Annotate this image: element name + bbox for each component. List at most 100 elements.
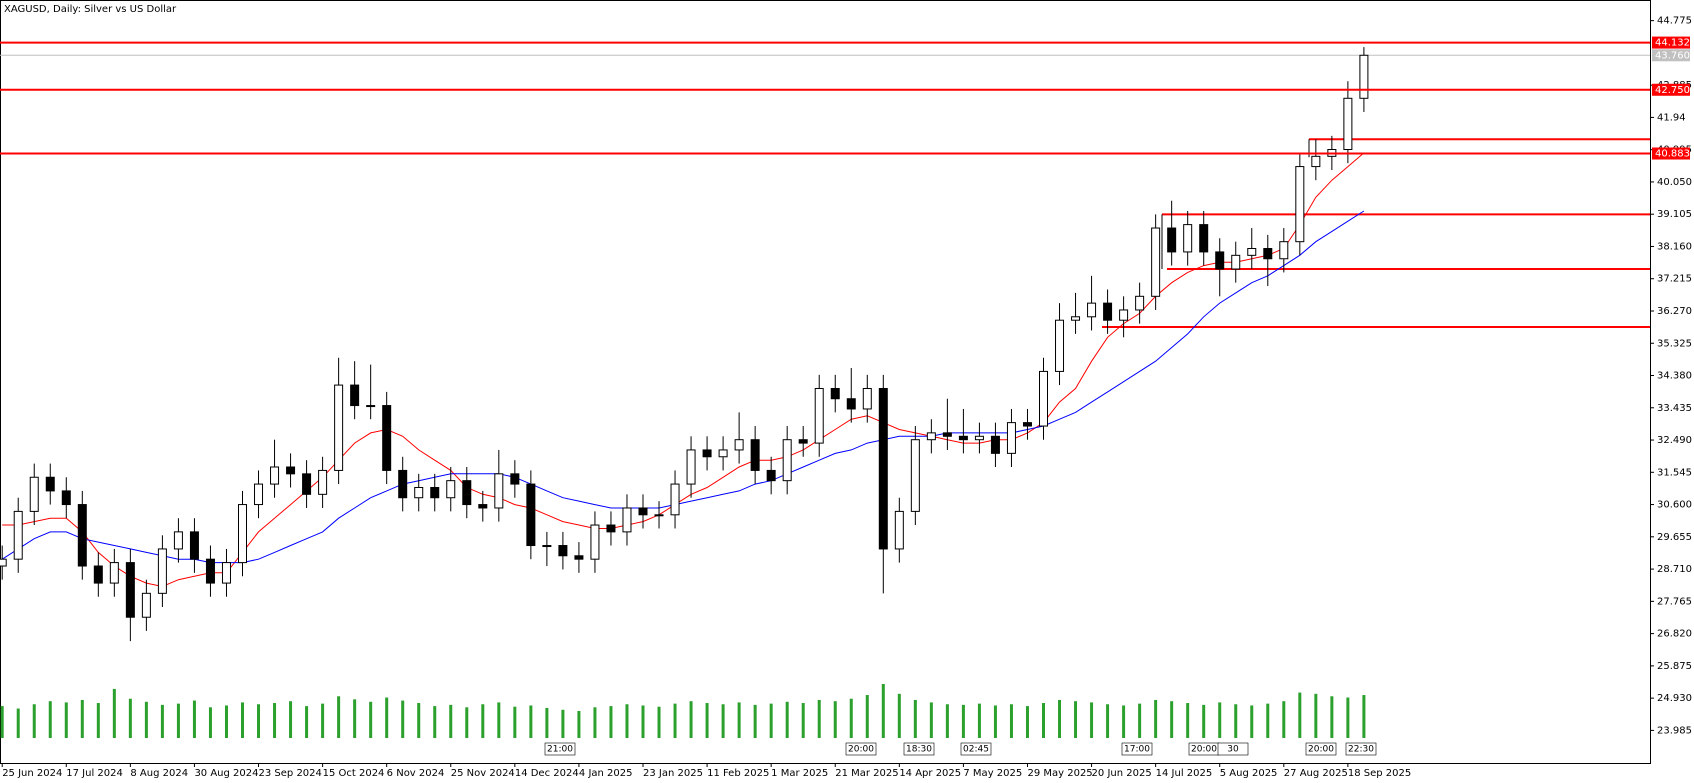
candle-body <box>350 384 360 407</box>
volume-bar <box>1170 701 1174 738</box>
candle-body <box>1231 254 1241 270</box>
candle-body <box>542 545 552 548</box>
candle-body <box>846 398 856 410</box>
volume-bar <box>897 693 901 738</box>
volume-bar <box>753 704 757 738</box>
time-marker-label: 17:00 <box>1124 745 1150 755</box>
y-tick-label: 39.105 <box>1657 209 1692 220</box>
volume-bar <box>208 707 212 738</box>
candle-body <box>286 466 296 475</box>
volume-bar <box>64 702 68 738</box>
volume-bar <box>529 705 533 738</box>
x-tick-label: 18 Sep 2025 <box>1348 768 1411 779</box>
candle-body <box>1279 241 1289 260</box>
y-tick-label: 37.215 <box>1657 274 1692 285</box>
candle-body <box>318 469 328 495</box>
y-tick-label: 30.600 <box>1657 500 1692 511</box>
volume-bar <box>1250 705 1254 738</box>
candle-body <box>1359 54 1369 99</box>
x-tick-label: 15 Oct 2024 <box>323 768 385 779</box>
volume-bar <box>128 698 132 738</box>
plot-frame <box>0 0 1651 764</box>
candle-body <box>366 405 376 408</box>
volume-bar <box>1362 695 1366 738</box>
y-tick-label: 44.775 <box>1657 16 1692 27</box>
candle-body <box>1215 251 1225 270</box>
last-price-label: 43.760 <box>1655 50 1690 61</box>
candle-body <box>638 507 648 516</box>
candle-body <box>430 486 440 499</box>
volume-bar <box>801 703 805 738</box>
time-marker-label: 18:30 <box>906 745 932 755</box>
y-tick-label: 34.380 <box>1657 371 1692 382</box>
x-tick-label: 14 Dec 2024 <box>515 768 579 779</box>
volume-bar <box>96 703 100 738</box>
candle-body <box>270 466 280 485</box>
candle-body <box>1022 422 1032 427</box>
candle-body <box>334 384 344 471</box>
volume-bar <box>1042 703 1045 738</box>
y-tick-label: 36.270 <box>1657 306 1692 317</box>
candle-body <box>1247 248 1257 256</box>
volume-bar <box>689 701 693 738</box>
y-tick-label: 25.875 <box>1657 661 1692 672</box>
candle-body <box>1087 302 1097 318</box>
candle-body <box>221 562 231 584</box>
candle-body <box>189 531 199 560</box>
volume-bar <box>849 698 853 738</box>
volume-bar <box>80 699 84 738</box>
volume-bar <box>993 705 997 738</box>
candle-body <box>990 435 1000 454</box>
candle-body <box>1006 422 1016 454</box>
candle-body <box>926 432 936 441</box>
volume-bar <box>112 688 116 738</box>
volume-bar <box>369 701 373 738</box>
time-marker-label: 02:45 <box>963 745 989 755</box>
x-tick-label: 25 Nov 2024 <box>451 768 515 779</box>
time-marker-box <box>1305 742 1337 756</box>
candle-body <box>446 480 456 499</box>
volume-bar <box>1266 703 1270 738</box>
candle-body <box>254 483 264 506</box>
candle-body <box>766 469 776 482</box>
volume-bar <box>673 703 677 738</box>
candle-body <box>462 480 472 506</box>
volume-bar <box>593 707 597 738</box>
volume-bar <box>577 711 581 738</box>
volume-bar <box>865 695 869 738</box>
candle-body <box>526 483 536 547</box>
candle-body <box>1343 97 1353 151</box>
volume-bar <box>737 702 741 738</box>
volume-bar <box>481 704 485 738</box>
volume-bar <box>192 700 196 738</box>
volume-bar <box>1298 692 1302 738</box>
volume-bar <box>641 705 645 738</box>
candle-body <box>1071 316 1081 321</box>
time-marker-label: 20:00 <box>1308 745 1334 755</box>
candle-body <box>878 387 888 550</box>
candle-body <box>0 558 7 567</box>
volume-bar <box>785 701 789 738</box>
candle-body <box>478 504 488 509</box>
y-tick-label: 23.985 <box>1657 725 1692 736</box>
time-marker-box <box>960 742 992 756</box>
candle-body <box>702 449 712 458</box>
candle-body <box>173 531 183 550</box>
volume-bar <box>561 709 565 738</box>
volume-bar <box>144 701 148 738</box>
x-tick-label: 23 Jan 2025 <box>643 768 703 779</box>
volume-bar <box>817 699 821 738</box>
time-marker-box <box>1121 742 1153 756</box>
volume-bar <box>1058 699 1062 738</box>
candle-body <box>1055 319 1065 372</box>
volume-bar <box>625 704 629 738</box>
level-tag <box>1652 83 1690 96</box>
volume-bar <box>417 703 421 738</box>
candle-body <box>1039 370 1048 427</box>
x-tick-label: 4 Jan 2025 <box>579 768 633 779</box>
time-marker-box <box>1217 742 1249 756</box>
candle-body <box>670 483 680 516</box>
volume-bar <box>513 706 517 738</box>
y-tick-label: 26.820 <box>1657 629 1692 640</box>
time-marker-box <box>1345 742 1377 756</box>
